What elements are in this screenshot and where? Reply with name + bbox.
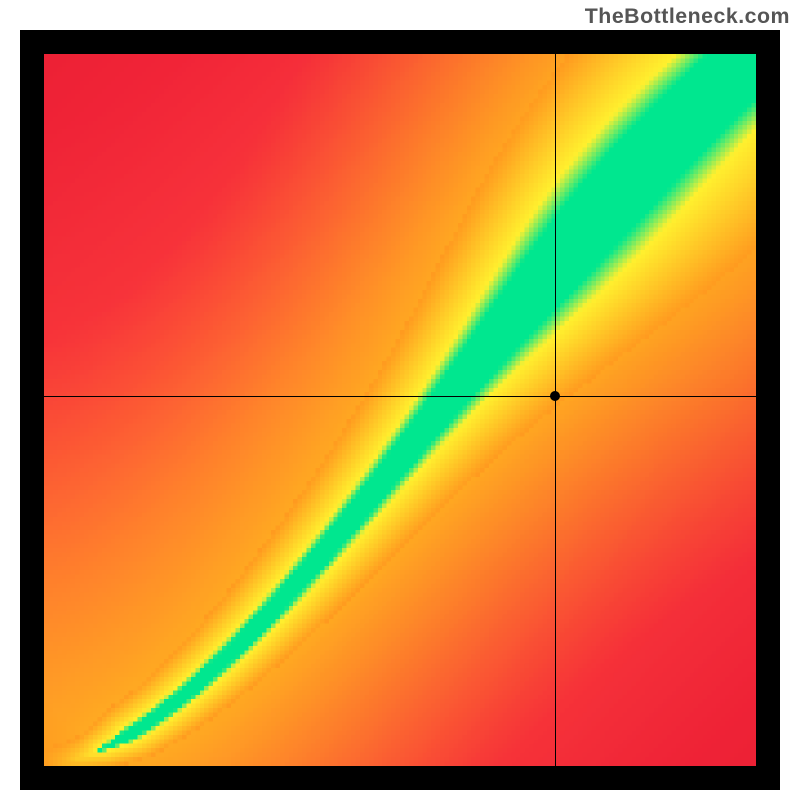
figure-container: TheBottleneck.com	[0, 0, 800, 800]
heatmap-canvas	[44, 54, 756, 766]
crosshair-horizontal	[44, 396, 756, 397]
crosshair-vertical	[555, 54, 556, 766]
watermark-text: TheBottleneck.com	[585, 4, 790, 29]
heatmap-plot	[20, 30, 780, 790]
crosshair-marker	[550, 391, 560, 401]
